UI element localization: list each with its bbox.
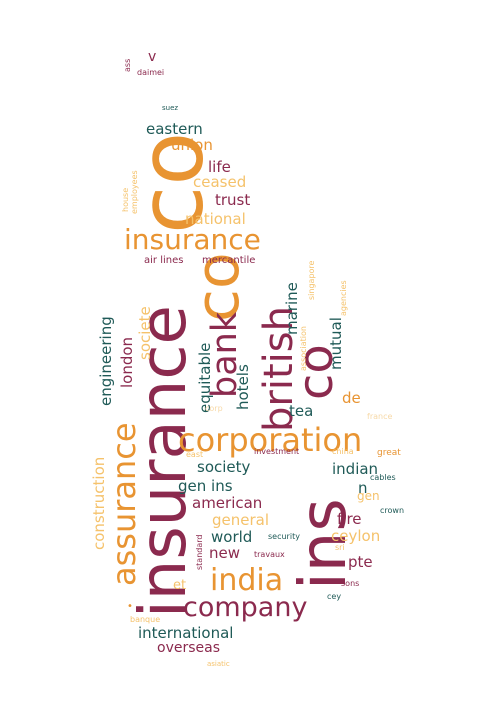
word-eastern: eastern (146, 120, 203, 138)
word-agencies: agencies (339, 280, 348, 316)
word-n: n (358, 479, 368, 497)
word-east: east (186, 450, 204, 459)
word-sri: sri (335, 543, 345, 552)
word-air-lines: air lines (144, 255, 184, 266)
word-association: association (299, 326, 308, 371)
word-corporation: corporation (178, 421, 363, 459)
word-house: house (121, 187, 130, 212)
word-indian: indian (332, 460, 379, 478)
word-company: company (183, 592, 308, 623)
word-society: society (197, 458, 251, 476)
word-singapore: singapore (307, 260, 316, 300)
word-de: de (342, 389, 361, 407)
word-suez: suez (162, 104, 179, 112)
word-france: france (367, 412, 393, 421)
word-construction: construction (90, 456, 108, 550)
word-life: life (208, 158, 231, 176)
word-great: great (377, 448, 401, 458)
word-general: general (212, 511, 270, 529)
word-india: india (210, 563, 284, 598)
word-marine: marine (283, 282, 301, 335)
word-societe: societe (136, 306, 154, 360)
word-london: london (118, 336, 136, 388)
word-employees: employees (130, 170, 139, 214)
word-new: new (209, 544, 241, 562)
word-et: et (173, 578, 187, 593)
word-mutual: mutual (327, 317, 345, 370)
word-dot: • (127, 601, 133, 612)
word-pte: pte (348, 553, 373, 571)
word-corp: corp (205, 404, 223, 413)
word-security: security (268, 532, 300, 541)
word-assurance: assurance (105, 422, 143, 586)
word-fire: fire (337, 510, 362, 528)
word-american: american (192, 494, 263, 512)
word-ceylon: ceylon (331, 527, 381, 545)
word-national: national (185, 210, 246, 228)
word-gen: gen (357, 489, 380, 503)
word-standard: standard (195, 534, 204, 570)
word-union: union (171, 136, 213, 154)
word-china: china (332, 447, 354, 456)
word-sons: sons (341, 579, 360, 588)
word-cey: cey (327, 592, 342, 601)
word-ass: ass (123, 58, 132, 72)
word-travaux: travaux (254, 550, 285, 559)
word-cables: cables (370, 473, 396, 482)
word-daimei: daimei (137, 68, 165, 77)
word-ceased: ceased (193, 173, 247, 191)
word-world: world (211, 528, 253, 546)
word-mercantile: mercantile (202, 255, 256, 266)
word-overseas: overseas (157, 640, 220, 656)
word-banque: banque (130, 615, 161, 624)
word-gen-ins: gen ins (178, 477, 233, 495)
word-equitable: equitable (196, 342, 214, 413)
word-asiatic: asiatic (207, 660, 230, 668)
word-v: v (148, 49, 157, 65)
word-international: international (138, 624, 234, 642)
word-hotels: hotels (234, 364, 252, 410)
word-trust: trust (215, 191, 251, 209)
word-insurance-h: insurance (124, 223, 261, 256)
word-crown: crown (380, 506, 405, 515)
word-tea: tea (289, 402, 314, 420)
word-investment: investment (254, 447, 300, 456)
word-engineering: engineering (97, 316, 115, 406)
